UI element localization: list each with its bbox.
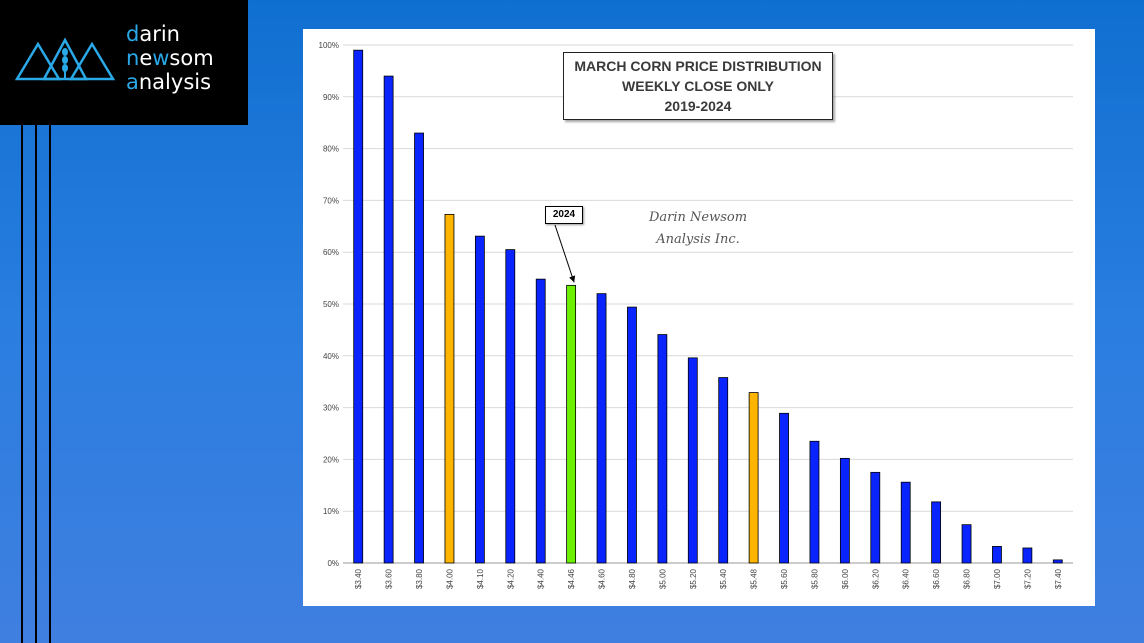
bar <box>718 377 729 564</box>
chart-title-line-1: MARCH CORN PRICE DISTRIBUTION <box>574 58 822 74</box>
bar <box>900 481 911 564</box>
y-tick-label: 100% <box>319 41 339 50</box>
logo-letter-e: e <box>139 46 153 70</box>
bar <box>505 249 516 564</box>
chart-title-line-3: 2019-2024 <box>664 98 732 114</box>
y-tick-label: 60% <box>323 248 339 257</box>
x-tick-label: $5.00 <box>658 568 667 589</box>
bar <box>809 440 820 564</box>
y-tick-label: 50% <box>323 300 339 309</box>
x-tick-label: $5.40 <box>719 568 728 589</box>
x-tick-label: $7.00 <box>993 568 1002 589</box>
y-tick-label: 70% <box>323 196 339 205</box>
callout-label: 2024 <box>545 206 583 224</box>
decor-vertical-line <box>35 125 37 643</box>
x-tick-label: $5.60 <box>780 568 789 589</box>
bar <box>383 75 394 564</box>
x-tick-label: $4.60 <box>598 568 607 589</box>
bar-chart: 0% 10% 20% 30% 40% 50% 60% 70% 80% 90% 100% $3.40 $3… <box>319 41 1073 589</box>
bar <box>931 501 942 564</box>
bar <box>961 524 972 564</box>
bar <box>1052 559 1063 564</box>
x-tick-label: $7.20 <box>1023 568 1032 589</box>
x-tick-label: $3.60 <box>385 568 394 589</box>
y-tick-label: 40% <box>323 352 339 361</box>
logo-word-arin: arin <box>139 22 180 46</box>
x-tick-label: $5.20 <box>689 568 698 589</box>
x-tick-label: $4.10 <box>476 568 485 589</box>
watermark-line-2: Analysis Inc. <box>656 232 740 247</box>
logo-letter-n: n <box>126 46 140 70</box>
bar <box>1022 547 1033 564</box>
x-tick-label: $4.00 <box>445 568 454 589</box>
chart-title-box: MARCH CORN PRICE DISTRIBUTION WEEKLY CLO… <box>563 52 833 120</box>
y-tick-label: 20% <box>323 455 339 464</box>
x-tick-label: $6.00 <box>841 568 850 589</box>
bar <box>596 293 607 564</box>
x-tick-label: $4.80 <box>628 568 637 589</box>
decor-vertical-line <box>21 125 23 643</box>
bar <box>627 306 637 564</box>
decor-vertical-line <box>49 125 51 643</box>
watermark: Darin Newsom Analysis Inc. <box>633 207 763 251</box>
logo-wordmark: darin newsom analysis <box>126 22 214 94</box>
x-tick-label: $6.40 <box>902 568 911 589</box>
callout-arrow <box>554 224 575 283</box>
watermark-line-1: Darin Newsom <box>648 210 748 225</box>
logo-word-nalysis: nalysis <box>138 70 212 94</box>
logo-letter-w: w <box>152 46 170 70</box>
callout-arrowhead <box>569 275 576 283</box>
y-tick-label: 30% <box>323 404 339 413</box>
bar <box>535 278 546 564</box>
y-tick-label: 90% <box>323 93 339 102</box>
x-tick-label: $4.20 <box>506 568 515 589</box>
bar <box>353 49 364 564</box>
y-tick-label: 80% <box>323 145 339 154</box>
x-tick-label: $5.48 <box>750 568 759 589</box>
bar <box>657 334 668 564</box>
x-tick-label: $5.80 <box>810 568 819 589</box>
bar <box>992 546 1002 564</box>
x-tick-label: $3.40 <box>354 568 363 589</box>
logo-letter-d: d <box>126 22 140 46</box>
bar <box>687 357 698 564</box>
y-tick-label: 10% <box>323 507 339 516</box>
bar <box>779 412 789 564</box>
logo-box: darin newsom analysis <box>0 0 248 125</box>
y-tick-label: 0% <box>327 559 339 568</box>
bar <box>474 235 485 564</box>
logo-letter-a: a <box>126 70 139 94</box>
bar <box>839 457 850 564</box>
chart-title-line-2: WEEKLY CLOSE ONLY <box>622 78 774 94</box>
logo-word-som: som <box>169 46 214 70</box>
x-tick-label: $6.80 <box>963 568 972 589</box>
bar <box>444 213 455 564</box>
logo-mountains-icon <box>14 37 116 81</box>
x-tick-label: $7.40 <box>1054 568 1063 589</box>
chart-panel: 0% 10% 20% 30% 40% 50% 60% 70% 80% 90% 100% $3.40 $3… <box>303 29 1095 606</box>
bar <box>870 471 881 564</box>
x-tick-label: $6.20 <box>871 568 880 589</box>
x-tick-label: $4.40 <box>537 568 546 589</box>
bar <box>414 132 424 564</box>
bar <box>566 284 577 564</box>
x-tick-label: $3.80 <box>415 568 424 589</box>
bar <box>748 392 759 564</box>
x-tick-label: $4.46 <box>567 568 576 589</box>
x-tick-label: $6.60 <box>932 568 941 589</box>
